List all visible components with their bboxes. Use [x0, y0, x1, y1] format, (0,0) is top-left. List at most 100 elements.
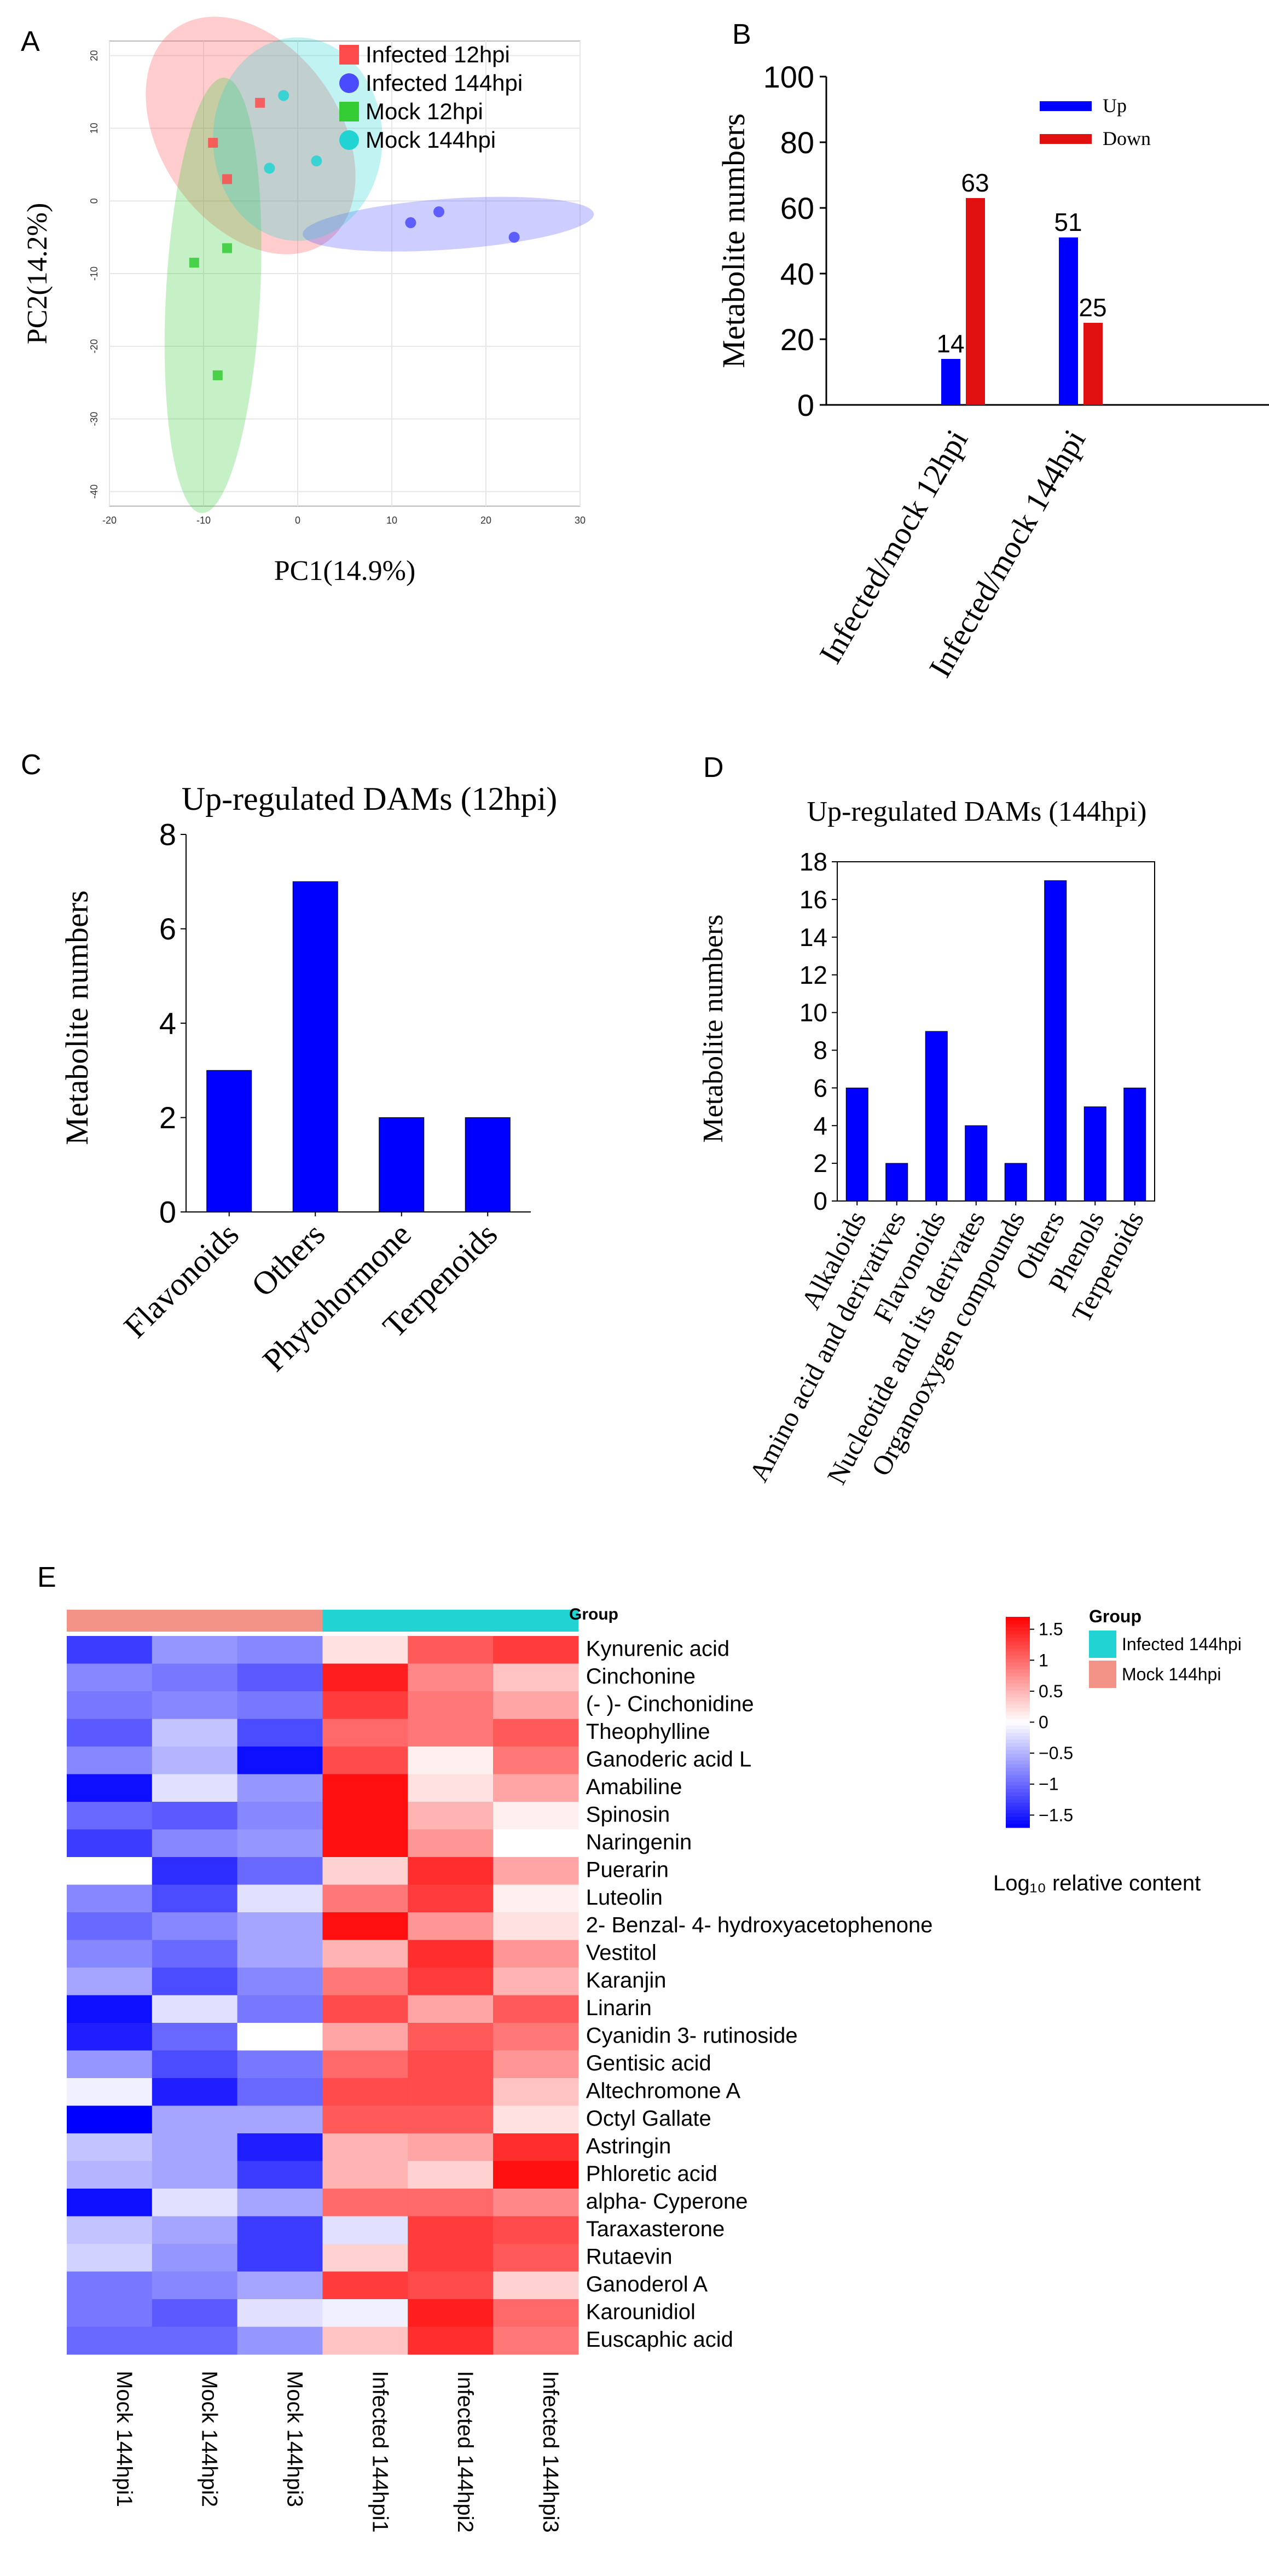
b-y-tick-label: 80 — [780, 125, 814, 160]
e-heatmap-cell — [408, 1995, 494, 2023]
d-y-tick-label: 6 — [813, 1074, 827, 1102]
e-heatmap-cell — [408, 1912, 494, 1940]
e-heatmap-cell — [67, 2299, 153, 2327]
e-colorbar-tick-label: −1 — [1039, 1774, 1058, 1794]
b-bar-up — [1059, 237, 1078, 405]
e-colorbar-title: Log₁₀ relative content — [993, 1871, 1201, 1895]
e-colorbar-segment — [1006, 1803, 1030, 1807]
e-heatmap-cell — [152, 2161, 238, 2189]
e-colorbar-segment — [1006, 1704, 1030, 1709]
e-row-label: Vestitol — [586, 1941, 657, 1965]
d-y-tick-label: 16 — [799, 885, 827, 914]
e-heatmap-cell — [493, 1747, 579, 1774]
e-heatmap-cell — [237, 2216, 323, 2244]
e-heatmap-cell — [322, 1857, 408, 1885]
e-colorbar-segment — [1006, 1645, 1030, 1649]
e-heatmap-cell — [67, 1995, 153, 2023]
pca-ellipse-1 — [303, 196, 594, 252]
e-colorbar-segment — [1006, 1687, 1030, 1691]
e-heatmap-cell — [408, 1691, 494, 1719]
b-y-tick-label: 20 — [780, 322, 814, 357]
panel-label-b: B — [732, 19, 751, 50]
pca-point — [311, 155, 322, 167]
e-heatmap-cell — [322, 2189, 408, 2217]
pca-legend-label: Mock 144hpi — [366, 127, 496, 153]
e-heatmap-cell — [493, 2244, 579, 2272]
e-heatmap-cell — [237, 1802, 323, 1830]
e-heatmap-cell — [493, 2133, 579, 2161]
pca-point — [208, 137, 218, 148]
e-colorbar-segment — [1006, 1729, 1030, 1733]
e-heatmap-cell — [322, 1691, 408, 1719]
b-y-tick-label: 100 — [763, 60, 814, 94]
e-colorbar-segment — [1006, 1641, 1030, 1646]
e-heatmap-cell — [322, 2078, 408, 2106]
e-heatmap-cell — [408, 2189, 494, 2217]
c-y-tick-label: 8 — [159, 817, 176, 852]
e-colorbar-segment — [1006, 1652, 1030, 1656]
e-row-label: Altechromone A — [586, 2079, 741, 2103]
panel-c-bar-chart: Up-regulated DAMs (12hpi) 0 2 4 6 8 Flavonoi… — [59, 781, 557, 1378]
b-y-tick-label: 40 — [780, 257, 814, 291]
e-heatmap-cell — [322, 1663, 408, 1692]
e-colorbar-tick-label: 1 — [1039, 1650, 1048, 1670]
e-colorbar-segment — [1006, 1771, 1030, 1776]
e-heatmap-cell — [152, 2105, 238, 2134]
e-heatmap-cell — [237, 1857, 323, 1885]
pca-point — [189, 258, 199, 268]
e-heatmap-cell — [152, 1968, 238, 1995]
d-bar — [885, 1163, 908, 1202]
e-heatmap-cell — [493, 2271, 579, 2300]
e-heatmap-cell — [493, 2105, 579, 2134]
e-heatmap-cell — [322, 1774, 408, 1802]
e-heatmap-cell — [237, 2326, 323, 2355]
e-heatmap-cell — [152, 1829, 238, 1858]
e-heatmap-cell — [237, 1636, 323, 1664]
pca-x-tick-label: 20 — [480, 515, 491, 526]
e-colorbar-segment — [1006, 1792, 1030, 1796]
pca-ellipse-2 — [164, 77, 262, 513]
e-heatmap-cell — [322, 1912, 408, 1940]
e-heatmap-cell — [408, 1968, 494, 1995]
e-heatmap-cell — [408, 2078, 494, 2106]
e-colorbar-segment — [1006, 1634, 1030, 1639]
pca-point — [212, 370, 223, 380]
e-colorbar-segment — [1006, 1785, 1030, 1790]
e-colorbar-segment — [1006, 1739, 1030, 1744]
pca-x-tick-label: 10 — [386, 515, 397, 526]
e-heatmap-cell — [67, 1940, 153, 1968]
c-y-tick-label: 2 — [159, 1100, 176, 1135]
d-y-tick-label: 0 — [813, 1187, 827, 1215]
e-heatmap-cell — [408, 2050, 494, 2079]
e-heatmap-cell — [237, 2133, 323, 2161]
e-heatmap-cell — [152, 2326, 238, 2355]
e-heatmap-cell — [493, 1774, 579, 1802]
b-bar-value-label: 14 — [936, 329, 964, 358]
e-heatmap-cell — [67, 1857, 153, 1885]
d-y-tick-label: 18 — [799, 848, 827, 876]
e-heatmap-cell — [493, 1663, 579, 1692]
pca-ellipse-3 — [213, 37, 383, 241]
e-heatmap-cell — [152, 2133, 238, 2161]
c-y-axis-label: Metabolite numbers — [59, 890, 95, 1145]
e-colorbar-segment — [1006, 1824, 1030, 1828]
e-colorbar-segment — [1006, 1747, 1030, 1751]
e-group-cell — [152, 1610, 238, 1632]
e-colorbar-segment — [1006, 1623, 1030, 1628]
c-category-label: Flavonoids — [117, 1216, 246, 1345]
d-chart-title: Up-regulated DAMs (144hpi) — [807, 796, 1147, 827]
e-heatmap-cell — [67, 2326, 153, 2355]
e-heatmap-cell — [322, 2244, 408, 2272]
e-heatmap-cell — [322, 2326, 408, 2355]
e-heatmap-cell — [152, 1884, 238, 1913]
e-group-cell — [322, 1610, 408, 1632]
e-heatmap-cell — [408, 2105, 494, 2134]
e-heatmap-cell — [237, 1774, 323, 1802]
pca-legend-swatch — [339, 102, 359, 121]
e-heatmap-cell — [67, 2105, 153, 2134]
e-heatmap-cell — [493, 1912, 579, 1940]
d-plot-frame — [837, 861, 1155, 1202]
e-colorbar-segment — [1006, 1711, 1030, 1716]
e-column-label: Mock 144hpi3 — [283, 2371, 307, 2507]
e-heatmap-cell — [493, 2326, 579, 2355]
